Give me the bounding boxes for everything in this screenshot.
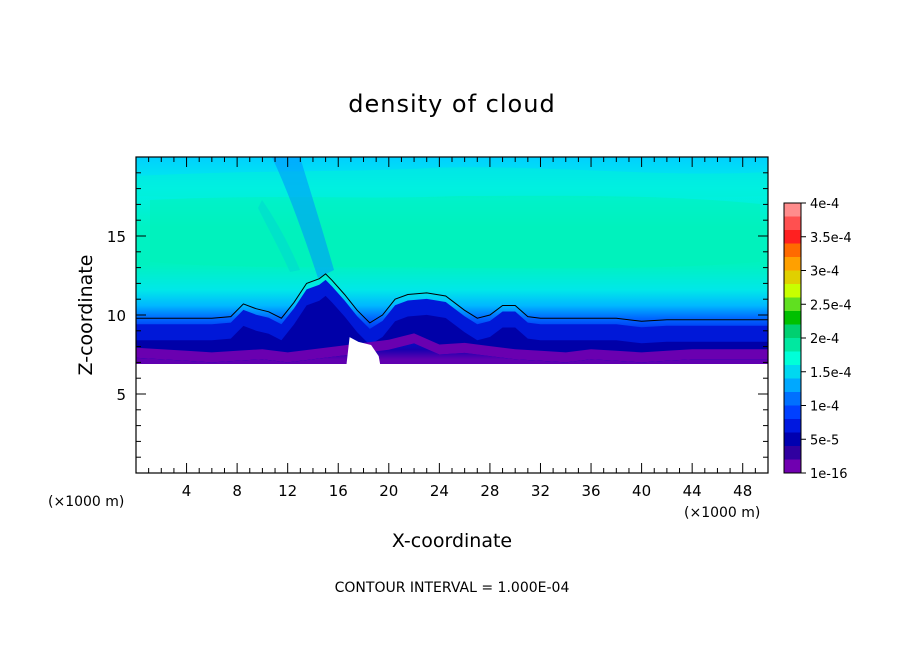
y-tick-label: 10 — [107, 307, 126, 325]
colorbar-swatch — [784, 284, 801, 298]
plume-streak — [272, 157, 334, 278]
x-tick-label: 16 — [329, 482, 348, 500]
x-tick-label: 48 — [733, 482, 752, 500]
x-tick-label: 36 — [581, 482, 600, 500]
x-tick-label: 44 — [683, 482, 702, 500]
chart-title: density of cloud — [348, 90, 555, 118]
colorbar-label: 1e-16 — [810, 467, 848, 482]
x-axis-label: X-coordinate — [392, 530, 512, 552]
colorbar-swatch — [784, 419, 801, 433]
contour-field — [136, 157, 768, 473]
colorbar-label: 3.5e-4 — [810, 231, 852, 246]
colorbar-swatch — [784, 311, 801, 325]
colorbar-swatch — [784, 405, 801, 420]
colorbar-swatch — [784, 378, 801, 393]
colorbar-swatch — [784, 243, 801, 258]
y-tick-label: 5 — [116, 386, 126, 404]
colorbar-swatch — [784, 432, 801, 447]
y-axis-label: Z-coordinate — [75, 255, 97, 376]
colorbar-label: 2e-4 — [810, 332, 839, 347]
colorbar-swatch — [784, 230, 801, 244]
cloud-hole — [345, 337, 382, 371]
x-tick-label: 40 — [632, 482, 651, 500]
x-tick-label: 4 — [182, 482, 192, 500]
colorbar-swatch — [784, 338, 801, 352]
y-tick-label: 15 — [107, 228, 126, 246]
cloud-free-region — [136, 364, 768, 473]
colorbar-swatch — [784, 216, 801, 231]
colorbar-swatch — [784, 351, 801, 366]
x-unit-right: (×1000 m) — [684, 505, 760, 521]
x-tick-label: 32 — [531, 482, 550, 500]
colorbar-label: 1e-4 — [810, 400, 839, 415]
green-core-band — [150, 195, 760, 269]
colorbar-swatch — [784, 270, 801, 285]
colorbar-swatch — [784, 365, 801, 379]
x-unit-left: (×1000 m) — [48, 494, 124, 510]
colorbar-swatch — [784, 446, 801, 460]
colorbar-swatch — [784, 459, 801, 474]
colorbar: 4e-4 3.5e-4 3e-4 2.5e-4 2e-4 1.5e-4 1e-4 5e-5 1e… — [783, 197, 852, 482]
colorbar-label: 5e-5 — [810, 433, 839, 448]
cloud-core — [136, 295, 768, 363]
colorbar-label: 1.5e-4 — [810, 366, 852, 381]
colorbar-swatch — [784, 257, 801, 271]
contour-line — [136, 273, 768, 324]
colorbar-swatch — [784, 392, 801, 406]
colorbar-swatch — [784, 203, 801, 217]
plume-streak-light — [258, 200, 300, 272]
x-tick-label: 20 — [379, 482, 398, 500]
colorbar-swatch — [784, 297, 801, 312]
x-tick-label: 12 — [278, 482, 297, 500]
contour-interval-note: CONTOUR INTERVAL = 1.000E-04 — [335, 580, 570, 596]
x-tick-label: 8 — [232, 482, 242, 500]
cloud-base — [136, 333, 768, 363]
colorbar-label: 2.5e-4 — [810, 298, 852, 313]
colorbar-label: 4e-4 — [810, 197, 839, 212]
colorbar-label: 3e-4 — [810, 265, 839, 280]
colorbar-swatch — [784, 324, 801, 339]
x-tick-label: 24 — [430, 482, 449, 500]
x-tick-label: 28 — [480, 482, 499, 500]
